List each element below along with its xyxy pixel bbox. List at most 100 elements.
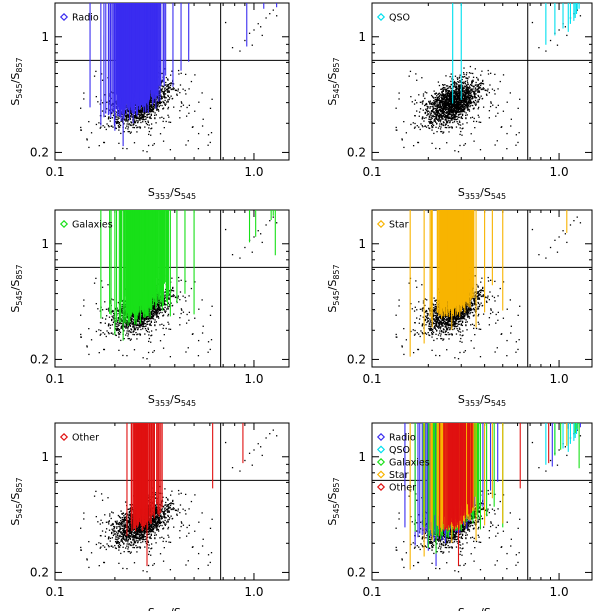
- background-point: [139, 126, 142, 129]
- background-point: [462, 97, 465, 100]
- background-point: [150, 99, 152, 102]
- background-point: [438, 125, 441, 127]
- background-point: [450, 99, 452, 101]
- background-point: [95, 330, 98, 333]
- background-point: [438, 113, 441, 115]
- background-point: [163, 93, 165, 95]
- background-point: [474, 126, 476, 129]
- background-point: [467, 90, 469, 92]
- background-point: [171, 295, 173, 297]
- background-point: [269, 13, 271, 15]
- background-point: [418, 94, 420, 96]
- background-point: [141, 117, 144, 119]
- background-point: [459, 93, 461, 95]
- background-point: [444, 107, 446, 109]
- background-point: [443, 131, 445, 133]
- background-point: [471, 116, 474, 118]
- background-point: [455, 113, 457, 115]
- background-point: [450, 105, 453, 108]
- background-point: [127, 128, 129, 130]
- background-point: [455, 93, 458, 96]
- background-point: [166, 91, 169, 93]
- background-point: [442, 105, 444, 107]
- background-point: [424, 104, 426, 107]
- background-point: [515, 134, 517, 136]
- background-point: [473, 117, 475, 120]
- background-point: [465, 114, 467, 116]
- background-point: [458, 89, 460, 92]
- plot-frame: [54, 209, 290, 368]
- background-point: [129, 115, 132, 118]
- background-point: [422, 100, 424, 102]
- background-point: [444, 118, 446, 121]
- background-point: [438, 117, 441, 119]
- background-point: [157, 310, 159, 312]
- background-point: [141, 324, 144, 326]
- background-point: [157, 308, 160, 311]
- background-point: [441, 108, 443, 110]
- background-point: [408, 75, 410, 77]
- background-point: [466, 91, 469, 93]
- background-point: [470, 133, 472, 135]
- background-point: [168, 91, 170, 93]
- background-point: [124, 114, 126, 116]
- background-point: [443, 108, 445, 110]
- background-point: [444, 107, 446, 110]
- background-point: [432, 114, 434, 116]
- background-point: [458, 77, 460, 79]
- background-point: [456, 77, 458, 79]
- background-point: [463, 107, 466, 109]
- background-point: [446, 104, 448, 107]
- plot-frame: [54, 2, 290, 161]
- background-point: [165, 103, 167, 105]
- background-point: [451, 106, 453, 108]
- background-point: [456, 100, 458, 102]
- background-point: [437, 110, 439, 112]
- background-point: [463, 94, 465, 96]
- background-point: [480, 95, 482, 97]
- background-point: [147, 328, 150, 331]
- background-point: [134, 114, 137, 116]
- background-point: [433, 100, 435, 102]
- background-point: [127, 113, 129, 115]
- background-point: [465, 117, 467, 120]
- background-point: [480, 74, 482, 76]
- background-point: [454, 86, 456, 88]
- background-point: [467, 105, 469, 108]
- background-point: [461, 104, 464, 107]
- background-point: [441, 112, 443, 114]
- background-point: [115, 111, 118, 113]
- background-point: [464, 83, 467, 85]
- background-point: [442, 84, 444, 86]
- background-point: [472, 88, 474, 90]
- background-point: [474, 96, 476, 98]
- background-point: [456, 92, 458, 95]
- background-point: [460, 84, 462, 86]
- background-point: [434, 117, 437, 119]
- background-point: [137, 118, 140, 120]
- background-point: [452, 111, 454, 114]
- background-point: [465, 90, 467, 92]
- background-point: [169, 87, 171, 89]
- background-point: [114, 118, 117, 120]
- background-point: [502, 110, 505, 112]
- background-point: [443, 111, 446, 113]
- background-point: [454, 106, 456, 108]
- background-point: [429, 113, 432, 115]
- background-point: [448, 107, 450, 110]
- background-point: [437, 116, 439, 118]
- background-point: [440, 88, 442, 90]
- background-point: [470, 89, 472, 91]
- background-point: [459, 100, 461, 102]
- background-point: [466, 72, 468, 74]
- background-point: [167, 114, 169, 116]
- background-point: [100, 333, 102, 335]
- background-point: [464, 111, 466, 113]
- background-point: [133, 115, 135, 117]
- background-point: [481, 97, 484, 100]
- background-point: [128, 124, 130, 126]
- background-point: [451, 94, 453, 97]
- background-point: [163, 324, 165, 327]
- background-point: [466, 105, 468, 107]
- background-point: [133, 326, 135, 328]
